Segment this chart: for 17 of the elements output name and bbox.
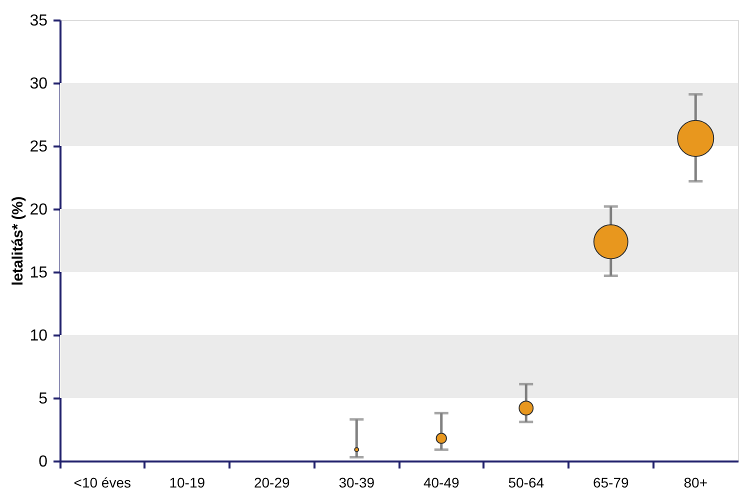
y-axis-title: letalitás* (%) bbox=[10, 196, 27, 286]
x-tick-label: 40-49 bbox=[423, 474, 460, 490]
y-tick-label: 30 bbox=[30, 76, 48, 92]
y-tick-label: 0 bbox=[38, 454, 48, 470]
y-tick-label: 15 bbox=[30, 264, 48, 282]
x-tick-label: 10-19 bbox=[169, 474, 206, 490]
y-tick-label: 10 bbox=[30, 328, 48, 344]
x-tick-label: 20-29 bbox=[254, 474, 290, 490]
y-tick-label: 35 bbox=[30, 12, 48, 30]
x-tick-label: <10 éves bbox=[74, 474, 131, 490]
y-tick-label: 20 bbox=[30, 202, 48, 218]
x-tick-label: 30-39 bbox=[338, 474, 375, 490]
x-tick-label: 80+ bbox=[684, 474, 708, 490]
x-tick-label: 50-64 bbox=[508, 474, 544, 490]
x-tick-label: 65-79 bbox=[592, 474, 629, 490]
y-tick-label: 25 bbox=[30, 138, 48, 156]
y-tick-label: 5 bbox=[38, 390, 48, 408]
